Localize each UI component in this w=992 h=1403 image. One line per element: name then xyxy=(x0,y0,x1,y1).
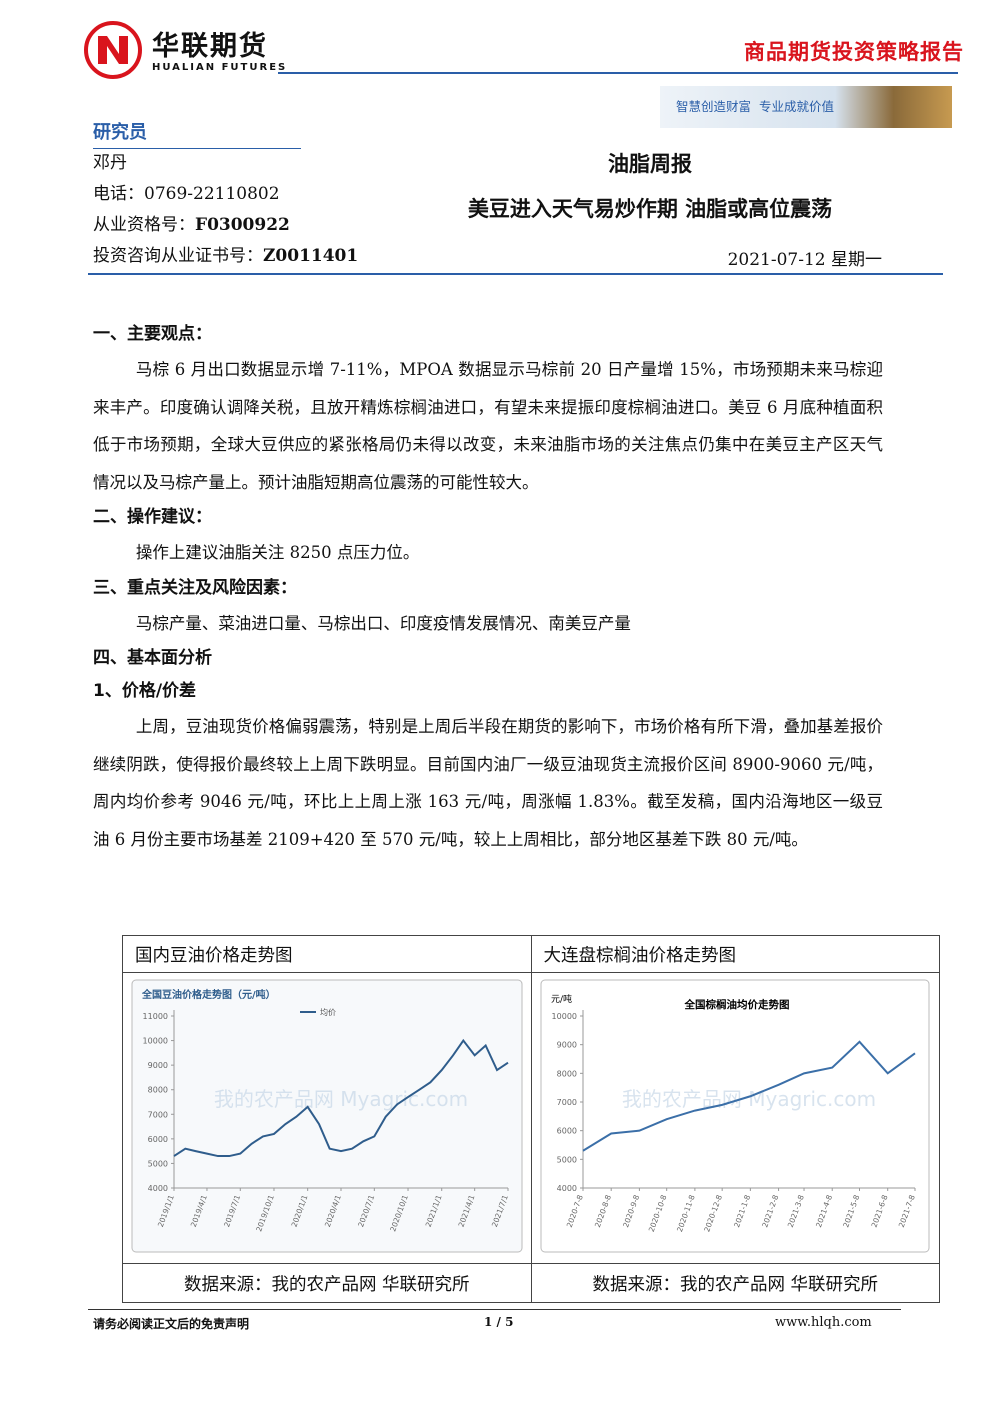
y-tick-label: 6000 xyxy=(147,1134,167,1143)
figure-table: 国内豆油价格走势图 大连盘棕榈油价格走势图 全国豆油价格走势图（元/吨） 均价我的… xyxy=(122,935,940,1303)
figure-source: 数据来源：我的农产品网 华联研究所 xyxy=(122,1263,532,1303)
legend-label: 均价 xyxy=(320,1007,336,1017)
body: 一、主要观点： 马棕 6 月出口数据显示增 7-11%，MPOA 数据显示马棕前 … xyxy=(93,318,883,858)
title-rule xyxy=(88,273,943,275)
y-tick-label: 6000 xyxy=(557,1126,577,1135)
figure-caption: 大连盘棕榈油价格走势图 xyxy=(530,935,940,973)
figure-source: 数据来源：我的农产品网 华联研究所 xyxy=(530,1263,940,1303)
section-heading: 四、基本面分析 xyxy=(93,648,212,668)
researcher-name: 邓丹 xyxy=(93,153,127,173)
qualification-label: 从业资格号： xyxy=(93,215,195,235)
section-subheading: 1、价格/价差 xyxy=(93,681,197,701)
paragraph: 操作上建议油脂关注 8250 点压力位。 xyxy=(135,543,420,562)
cert: Z0011401 xyxy=(263,246,359,266)
report-title: 油脂周报 xyxy=(608,152,692,176)
chart-frame xyxy=(540,979,930,1252)
y-tick-label: 4000 xyxy=(557,1184,577,1193)
y-tick-label: 9000 xyxy=(147,1061,167,1070)
paragraph: 马棕 6 月出口数据显示增 7-11%，MPOA 数据显示马棕前 20 日产量增… xyxy=(93,360,883,492)
report-type: 商品期货投资策略报告 xyxy=(744,40,964,64)
y-tick-label: 7000 xyxy=(147,1110,167,1119)
watermark: 我的农产品网 Myagric.com xyxy=(214,1087,468,1111)
website: www.hlqh.com xyxy=(775,1315,872,1330)
qualification-row: 从业资格号：F0300922 xyxy=(93,210,358,241)
y-tick-label: 5000 xyxy=(557,1155,577,1164)
footer-rule xyxy=(88,1309,901,1310)
cert-row: 投资咨询从业证书号：Z0011401 xyxy=(93,241,358,272)
report-date: 2021-07-12 星期一 xyxy=(727,250,882,270)
cert-label: 投资咨询从业证书号： xyxy=(93,246,263,266)
y-tick-label: 8000 xyxy=(557,1069,577,1078)
researcher-phone: 电话：0769-22110802 xyxy=(93,184,280,204)
section-heading: 三、重点关注及风险因素： xyxy=(93,577,297,598)
researcher-heading: 研究员 xyxy=(93,118,301,149)
qualification: F0300922 xyxy=(195,215,290,235)
y-tick-label: 10000 xyxy=(552,1012,577,1021)
y-tick-label: 4000 xyxy=(147,1184,167,1193)
watermark: 我的农产品网 Myagric.com xyxy=(622,1087,876,1111)
y-tick-label: 7000 xyxy=(557,1098,577,1107)
paragraph: 马棕产量、菜油进口量、马棕出口、印度疫情发展情况、南美豆产量 xyxy=(135,613,631,633)
figure-caption: 国内豆油价格走势图 xyxy=(122,935,532,973)
company-cn: 华联期货 xyxy=(152,31,268,62)
price-line xyxy=(582,1039,916,1152)
price-line xyxy=(173,1038,509,1157)
paragraph: 上周，豆油现货价格偏弱震荡，特别是上周后半段在期货的影响下，市场价格有所下滑，叠… xyxy=(93,717,883,849)
section-heading: 二、操作建议： xyxy=(93,507,212,527)
report-subtitle: 美豆进入天气易炒作期 油脂或高位震荡 xyxy=(467,197,833,221)
chart-title: 全国豆油价格走势图（元/吨） xyxy=(141,988,276,1001)
header-rule xyxy=(278,72,958,74)
slogan-banner: 智慧创造财富 专业成就价值 xyxy=(660,86,952,128)
chart-title: 全国棕榈油均价走势图 xyxy=(684,998,790,1011)
slogan: 智慧创造财富 专业成就价值 xyxy=(676,99,834,114)
page-number: 1 / 5 xyxy=(484,1315,514,1329)
logo-icon xyxy=(84,21,142,79)
y-tick-label: 11000 xyxy=(142,1012,167,1021)
y-tick-label: 8000 xyxy=(147,1085,167,1094)
y-tick-label: 9000 xyxy=(557,1040,577,1049)
y-tick-label: 5000 xyxy=(147,1159,167,1168)
researcher-info: 邓丹 电话：0769-22110802 从业资格号：F0300922 投资咨询从… xyxy=(93,148,358,272)
disclaimer: 请务必阅读正文后的免责声明 xyxy=(93,1317,250,1331)
y-axis-label: 元/吨 xyxy=(551,993,572,1005)
chart-frame xyxy=(131,979,523,1252)
company-en: HUALIAN FUTURES xyxy=(152,62,288,73)
y-tick-label: 10000 xyxy=(142,1036,167,1045)
section-heading: 一、主要观点： xyxy=(93,324,212,344)
